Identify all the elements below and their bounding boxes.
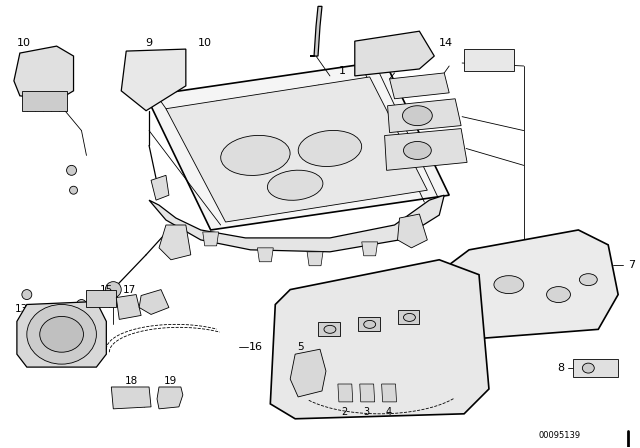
Ellipse shape [548,268,588,292]
Polygon shape [381,384,397,402]
Text: 00095139: 00095139 [539,431,580,440]
Polygon shape [149,195,444,252]
Text: 4: 4 [385,407,392,417]
Text: 18: 18 [125,376,138,386]
Polygon shape [390,73,449,99]
Polygon shape [151,175,169,200]
Polygon shape [166,77,428,222]
Ellipse shape [547,287,570,302]
Polygon shape [146,61,449,230]
Bar [22,91,67,111]
Polygon shape [338,384,353,402]
Ellipse shape [298,130,362,167]
Ellipse shape [77,300,86,310]
Text: 19: 19 [164,376,177,386]
Polygon shape [360,384,374,402]
Text: 2: 2 [342,407,348,417]
Polygon shape [270,260,489,419]
Polygon shape [111,387,151,409]
Ellipse shape [403,314,415,321]
Bar [397,310,419,324]
Ellipse shape [22,289,32,300]
Polygon shape [159,225,191,260]
Bar [86,289,116,307]
Text: 10: 10 [17,38,31,48]
Polygon shape [307,252,323,266]
Ellipse shape [582,363,595,373]
Ellipse shape [579,274,597,286]
Bar [358,318,380,332]
Ellipse shape [106,282,121,297]
Text: 10: 10 [198,38,212,48]
Text: 1: 1 [339,66,346,76]
Text: 8: 8 [557,363,564,373]
Polygon shape [310,6,322,56]
Polygon shape [14,46,74,101]
Ellipse shape [221,135,290,176]
Polygon shape [203,232,219,246]
Polygon shape [385,129,467,170]
Bar [573,359,618,377]
Ellipse shape [40,316,83,352]
Text: 9: 9 [145,38,152,48]
Polygon shape [121,49,186,111]
Ellipse shape [27,305,97,364]
Text: 7: 7 [628,260,636,270]
Text: 15: 15 [100,284,113,295]
Text: 16: 16 [248,342,262,352]
Polygon shape [257,248,273,262]
Polygon shape [397,214,428,248]
Polygon shape [449,230,618,339]
Polygon shape [157,387,183,409]
Ellipse shape [364,320,376,328]
Ellipse shape [403,106,432,125]
Ellipse shape [67,165,77,175]
Text: 12: 12 [86,300,100,310]
Text: 11: 11 [119,297,132,306]
Bar [464,49,514,71]
Ellipse shape [324,325,336,333]
Polygon shape [355,31,435,76]
Text: 14: 14 [439,38,453,48]
Ellipse shape [494,276,524,293]
Polygon shape [290,349,326,397]
Bar [318,323,340,336]
Polygon shape [17,302,106,367]
Text: 3: 3 [364,407,370,417]
Text: 6: 6 [537,260,543,270]
Ellipse shape [403,142,431,159]
Polygon shape [139,289,169,314]
Text: 17: 17 [123,284,136,295]
Polygon shape [116,294,141,319]
Ellipse shape [268,170,323,200]
Ellipse shape [70,186,77,194]
Text: 13: 13 [15,305,29,314]
Polygon shape [388,99,461,133]
Text: 20: 20 [590,263,606,276]
Text: 5: 5 [297,342,303,352]
Polygon shape [362,242,378,256]
